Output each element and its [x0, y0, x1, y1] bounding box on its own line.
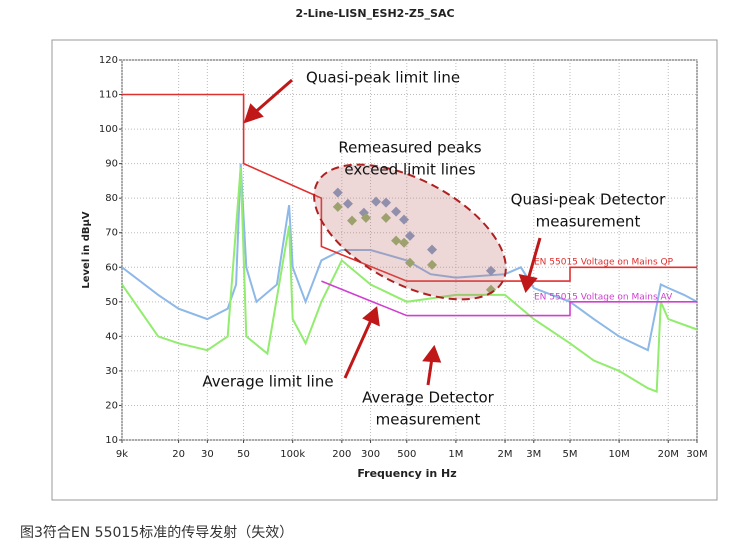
x-tick-label: 500: [397, 449, 416, 460]
y-tick-label: 120: [99, 55, 118, 66]
caption: 图3符合EN 55015标准的传导发射（失效）: [20, 525, 294, 541]
highlight-ellipse: [313, 163, 507, 301]
x-tick-label: 2M: [498, 449, 513, 460]
peak-marker: [381, 197, 392, 208]
y-tick-label: 50: [105, 297, 118, 308]
peak-marker: [391, 235, 402, 246]
annotation: measurement: [376, 411, 481, 429]
peak-marker: [404, 230, 415, 241]
x-tick-label: 30M: [686, 449, 707, 460]
y-tick-label: 70: [105, 228, 118, 239]
series-line: [122, 163, 697, 352]
peak-marker: [360, 212, 371, 223]
arrowhead: [422, 344, 442, 363]
y-tick-label: 10: [105, 435, 118, 446]
x-tick-label: 100k: [280, 449, 305, 460]
annotation: exceed limit lines: [344, 161, 475, 179]
x-tick-label: 50: [237, 449, 250, 460]
annotation: Quasi-peak Detector: [511, 191, 666, 209]
annotation: Average Detector: [362, 389, 495, 407]
peak-marker: [399, 237, 410, 248]
annotation: measurement: [536, 213, 641, 231]
chart-title: 2-Line-LISN_ESH2-Z5_SAC: [295, 7, 454, 20]
x-tick-label: 30: [201, 449, 214, 460]
y-tick-label: 30: [105, 366, 118, 377]
x-tick-label: 1M: [448, 449, 463, 460]
x-tick-label: 20: [172, 449, 185, 460]
y-tick-label: 90: [105, 159, 118, 170]
arrowhead: [243, 103, 264, 124]
y-tick-label: 60: [105, 262, 118, 273]
y-tick-label: 40: [105, 331, 118, 342]
peak-marker: [427, 259, 438, 270]
arrow: [343, 317, 374, 379]
series-label: EN 55015 Voltage on Mains AV: [534, 293, 673, 303]
x-axis-label: Frequency in Hz: [357, 467, 456, 480]
arrow: [251, 78, 293, 117]
peak-marker: [381, 212, 392, 223]
y-tick-label: 80: [105, 193, 118, 204]
series-line: [122, 93, 697, 282]
annotation: Remeasured peaks: [338, 139, 481, 157]
y-tick-label: 20: [105, 400, 118, 411]
series-label: EN 55015 Voltage on Mains QP: [534, 258, 674, 268]
y-tick-label: 110: [99, 90, 118, 101]
x-tick-label: 200: [332, 449, 351, 460]
peak-marker: [342, 198, 353, 209]
arrow: [426, 357, 434, 386]
peak-marker: [485, 265, 496, 276]
plot-area: [121, 59, 698, 441]
arrowhead: [362, 306, 380, 327]
x-tick-label: 5M: [562, 449, 577, 460]
peak-marker: [347, 215, 358, 226]
series-line: [122, 167, 697, 394]
peak-marker: [332, 201, 343, 212]
peak-marker: [399, 214, 410, 225]
x-tick-label: 20M: [658, 449, 679, 460]
peak-marker: [391, 206, 402, 217]
arrows: [243, 78, 542, 386]
annotation: Quasi-peak limit line: [306, 69, 460, 87]
peak-marker: [404, 257, 415, 268]
y-axis-label: Level in dBµV: [81, 211, 92, 289]
annotation: Average limit line: [202, 373, 333, 391]
chart: 2-Line-LISN_ESH2-Z5_SAC Frequency in Hz …: [51, 7, 718, 501]
peak-marker: [371, 196, 382, 207]
arrowhead: [518, 273, 538, 294]
x-tick-label: 10M: [608, 449, 629, 460]
peak-marker: [427, 244, 438, 255]
peak-marker: [332, 187, 343, 198]
x-tick-label: 300: [361, 449, 380, 460]
series-line: [321, 280, 697, 317]
arrow: [526, 237, 542, 281]
x-tick-label: 3M: [526, 449, 541, 460]
y-tick-label: 100: [99, 124, 118, 135]
x-tick-label: 9k: [116, 449, 128, 460]
